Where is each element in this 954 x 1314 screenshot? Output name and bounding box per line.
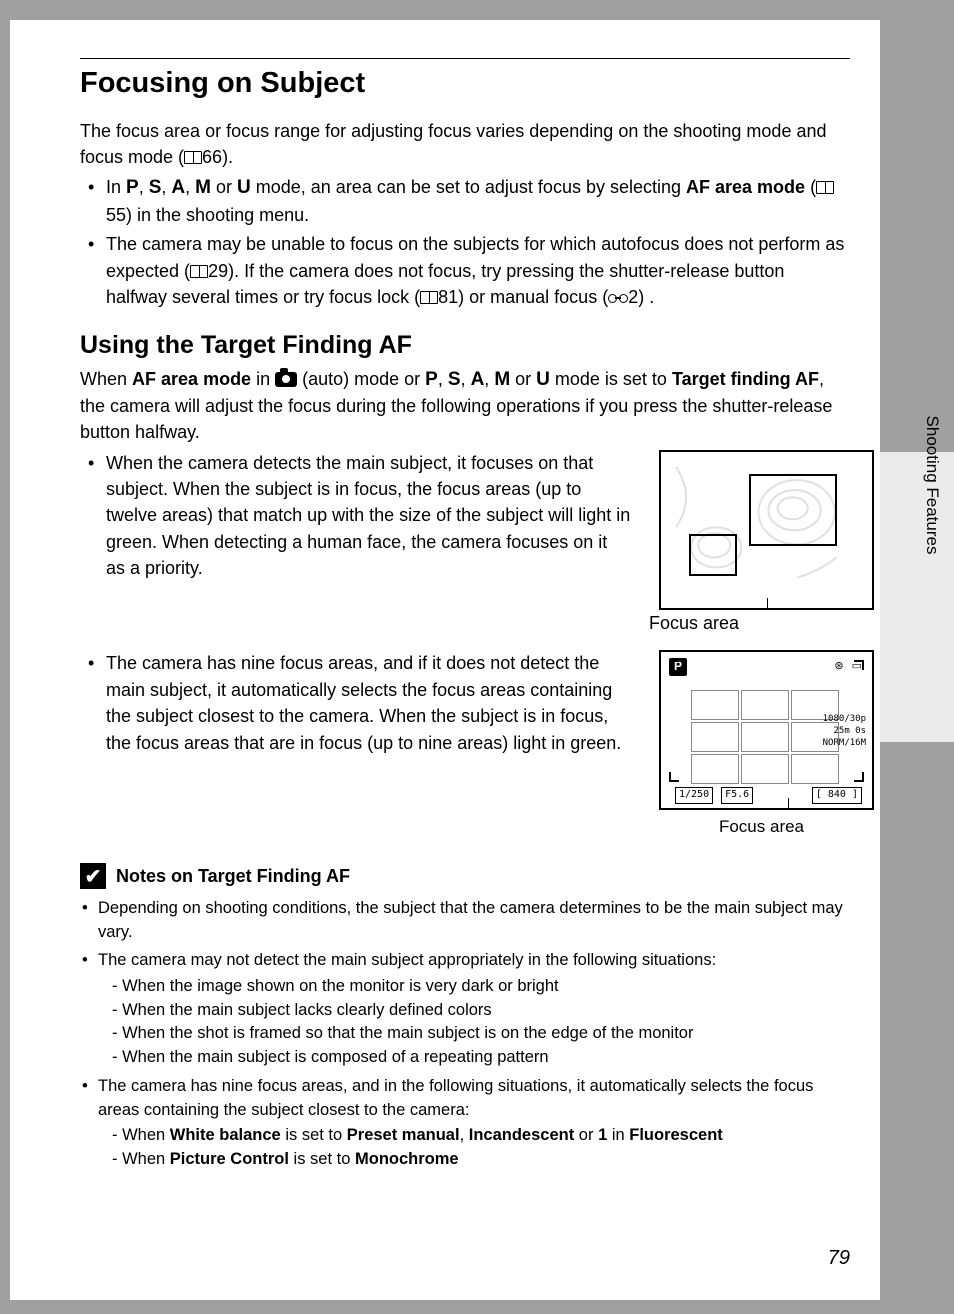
bullet-detect-subject: When the camera detects the main subject… — [80, 450, 848, 637]
bottom-info: 1/250 F5.6 [ 840 ] — [675, 787, 862, 804]
book-icon — [184, 151, 202, 164]
book-icon — [190, 265, 208, 278]
camera-icon — [275, 372, 297, 387]
book-icon — [420, 291, 438, 304]
right-info: 1080/30p 25m 0s NORM/16M — [823, 714, 866, 749]
target-af-bullets: When the camera detects the main subject… — [80, 450, 848, 840]
notes-list: Depending on shooting conditions, the su… — [80, 897, 848, 1172]
page-title: Focusing on Subject — [80, 67, 880, 100]
bullet-af-area: In P, S, A, M or U mode, an area can be … — [80, 174, 848, 229]
intro-paragraph: The focus area or focus range for adjust… — [80, 118, 848, 170]
focus-area-label: Focus area — [649, 610, 874, 637]
bullet-nine-areas: The camera has nine focus areas, and if … — [80, 650, 848, 839]
focus-grid — [691, 690, 841, 786]
screenshot-1: Focus area — [649, 450, 874, 637]
bullet-focus-fail: The camera may be unable to focus on the… — [80, 231, 848, 311]
focus-area-label-2: Focus area — [649, 814, 874, 839]
subheading-target-af: Using the Target Finding AF — [80, 331, 880, 360]
target-af-intro: When AF area mode in (auto) mode or P, S… — [80, 366, 848, 446]
document-page: Focusing on Subject The focus area or fo… — [10, 20, 880, 1300]
note-3: The camera has nine focus areas, and in … — [80, 1075, 848, 1172]
book-icon — [816, 181, 834, 194]
note-3-sublist: - When White balance is set to Preset ma… — [98, 1124, 848, 1172]
note-2: The camera may not detect the main subje… — [80, 949, 848, 1070]
check-icon: ✔ — [80, 863, 106, 889]
intro-bullet-list: In P, S, A, M or U mode, an area can be … — [80, 174, 848, 311]
note-1: Depending on shooting conditions, the su… — [80, 897, 848, 944]
focus-frame-large — [749, 474, 837, 546]
note-2-sublist: - When the image shown on the monitor is… — [98, 975, 848, 1071]
focus-frame-small — [689, 534, 737, 576]
notes-heading: ✔ Notes on Target Finding AF — [80, 863, 880, 889]
link-icon — [608, 293, 628, 304]
page-number: 79 — [828, 1247, 850, 1270]
screenshot-2: P ⊛▭ — [649, 650, 874, 839]
section-tab-bg — [880, 452, 954, 742]
title-rule — [80, 58, 850, 59]
section-tab-label: Shooting Features — [922, 415, 942, 555]
